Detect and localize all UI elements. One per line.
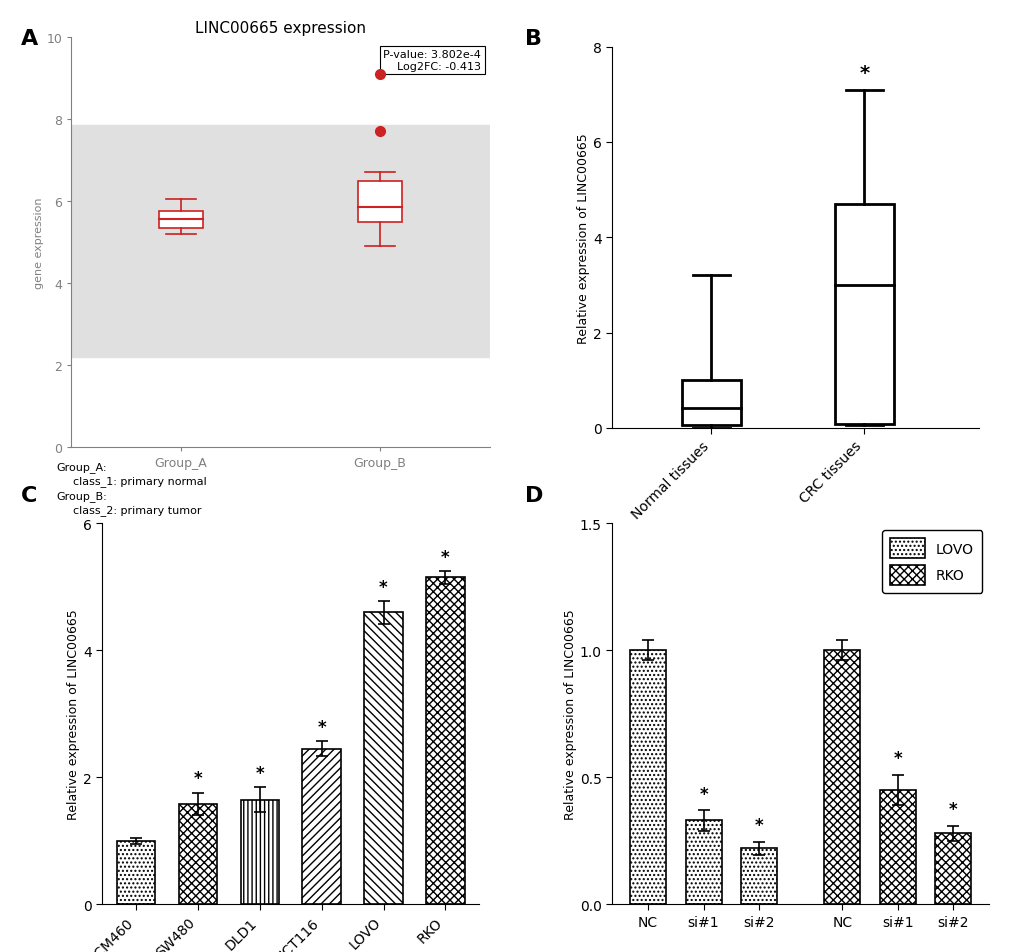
Bar xyxy=(741,848,776,904)
Text: class_2: primary tumor: class_2: primary tumor xyxy=(66,505,202,515)
Bar xyxy=(159,212,203,228)
Bar xyxy=(240,800,278,904)
Text: Group_B:: Group_B: xyxy=(56,490,107,501)
Title: LINC00665 expression: LINC00665 expression xyxy=(195,21,366,35)
Text: *: * xyxy=(859,65,868,84)
Text: *: * xyxy=(317,718,326,736)
Text: P-value: 3.802e-4
Log2FC: -0.413: P-value: 3.802e-4 Log2FC: -0.413 xyxy=(383,50,481,72)
Text: class_1: primary normal: class_1: primary normal xyxy=(66,476,207,486)
Y-axis label: Relative expression of LINC00665: Relative expression of LINC00665 xyxy=(67,608,79,820)
Bar xyxy=(685,821,720,904)
Text: *: * xyxy=(699,784,707,803)
Bar xyxy=(630,650,665,904)
Text: A: A xyxy=(20,29,38,49)
Bar xyxy=(303,749,340,904)
Bar xyxy=(178,804,217,904)
Legend: LOVO, RKO: LOVO, RKO xyxy=(881,530,981,593)
Text: *: * xyxy=(893,749,901,767)
Bar xyxy=(426,578,464,904)
Text: *: * xyxy=(754,817,762,835)
Y-axis label: gene expression: gene expression xyxy=(34,197,44,288)
Bar xyxy=(682,381,740,426)
Bar xyxy=(835,205,893,425)
Bar xyxy=(358,181,401,223)
Text: D: D xyxy=(525,486,543,506)
Text: *: * xyxy=(255,764,264,782)
Text: *: * xyxy=(194,769,202,787)
Bar xyxy=(71,126,489,289)
Bar xyxy=(823,650,859,904)
Y-axis label: Relative expression of LINC00665: Relative expression of LINC00665 xyxy=(564,608,576,820)
Y-axis label: Relative expression of LINC00665: Relative expression of LINC00665 xyxy=(577,132,589,344)
Text: *: * xyxy=(379,578,387,596)
Text: C: C xyxy=(20,486,37,506)
Text: Group_A:: Group_A: xyxy=(56,462,107,472)
Text: *: * xyxy=(440,548,449,566)
Bar xyxy=(934,833,970,904)
Bar xyxy=(71,289,489,357)
Text: B: B xyxy=(525,29,542,49)
Bar xyxy=(117,841,155,904)
Bar xyxy=(364,612,403,904)
Text: *: * xyxy=(948,800,957,818)
Bar xyxy=(879,790,915,904)
